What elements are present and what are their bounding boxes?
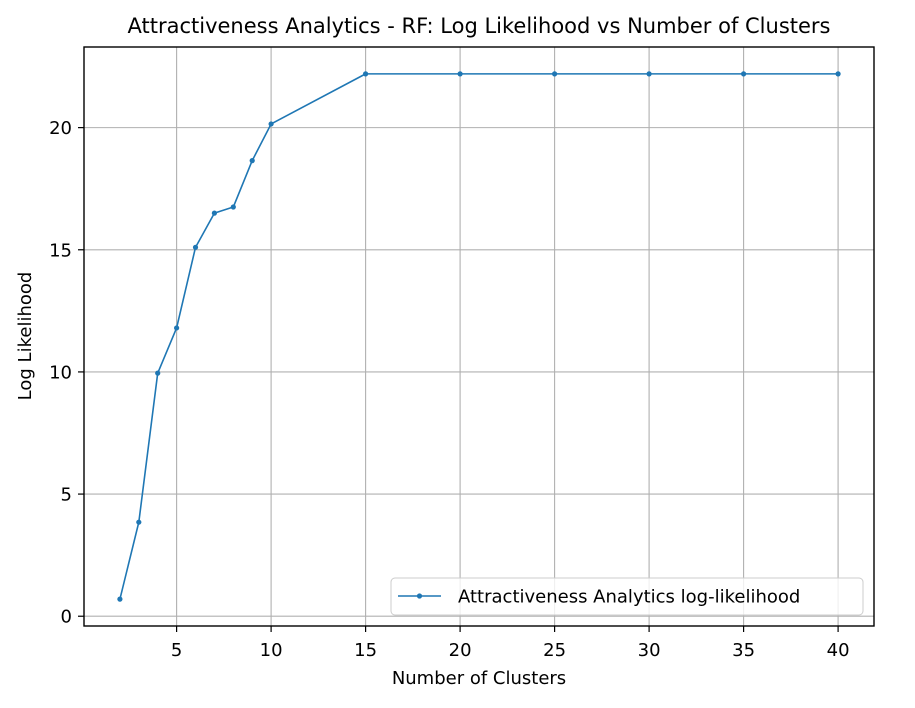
data-point [646, 71, 652, 77]
axis-ticks: 5 10 15 20 25 30 35 40 0 5 10 15 20 [49, 118, 849, 661]
y-axis-label: Log Likelihood [15, 272, 36, 401]
x-tick-label: 40 [827, 640, 850, 661]
data-point [249, 158, 255, 164]
data-point [155, 370, 161, 376]
x-tick-label: 25 [543, 640, 566, 661]
data-point [268, 121, 274, 127]
data-point [117, 596, 123, 602]
x-axis-label: Number of Clusters [392, 668, 566, 689]
data-point [835, 71, 841, 77]
plot-frame [83, 46, 875, 627]
chart-title: Attractiveness Analytics - RF: Log Likel… [128, 14, 831, 38]
data-point [551, 71, 558, 77]
x-tick-label: 20 [449, 640, 472, 661]
x-tick-label: 30 [638, 640, 661, 661]
data-point [457, 71, 463, 77]
grid [84, 47, 874, 626]
data-point [363, 71, 369, 77]
plot-series [117, 71, 841, 602]
y-tick-label: 10 [49, 362, 72, 383]
x-tick-label: 15 [354, 640, 377, 661]
data-point [192, 244, 199, 250]
legend-box [390, 577, 864, 616]
legend: Attractiveness Analytics log-likelihood [390, 577, 864, 616]
data-point [740, 71, 747, 77]
legend-entry-label: Attractiveness Analytics log-likelihood [458, 587, 800, 608]
y-tick-label: 0 [61, 607, 72, 628]
y-tick-label: 5 [61, 485, 72, 506]
x-tick-label: 10 [260, 640, 283, 661]
y-tick-label: 15 [49, 240, 72, 261]
data-point [211, 210, 218, 216]
y-tick-label: 20 [49, 118, 72, 139]
x-tick-label: 35 [732, 640, 755, 661]
data-point [230, 204, 236, 210]
series-line [119, 73, 839, 600]
x-tick-label: 5 [171, 640, 182, 661]
legend-marker-swatch [416, 593, 423, 599]
data-point [174, 325, 180, 331]
data-point [136, 519, 142, 525]
